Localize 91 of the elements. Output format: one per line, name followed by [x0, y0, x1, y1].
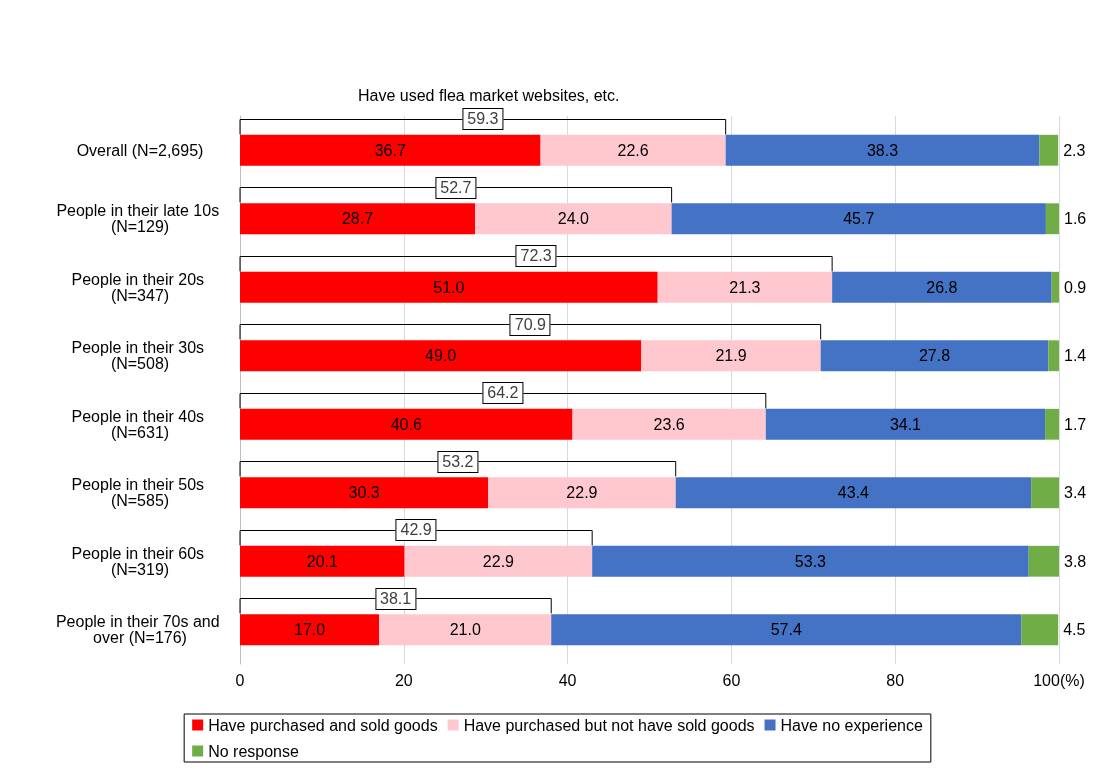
data-label: 53.3: [794, 552, 827, 570]
y-tick-label: People in their late 10s (N=129): [56, 202, 224, 236]
bar: [404, 545, 593, 577]
data-label: 21.3: [729, 278, 761, 296]
y-tick-label: Overall (N=2,695): [76, 141, 204, 159]
bar: [675, 477, 1032, 509]
bar: [379, 614, 552, 646]
data-label: 4.5: [1063, 621, 1086, 639]
bar: [572, 408, 766, 440]
data-label: 34.1: [889, 415, 922, 433]
annotation: 38.1: [375, 587, 417, 610]
data-label: 0.9: [1064, 278, 1087, 296]
bar: [240, 134, 541, 166]
annotation: 72.3: [515, 245, 557, 268]
text: Have used flea market websites, etc.: [358, 86, 620, 104]
data-label: 23.6: [653, 415, 685, 433]
y-tick-label: People in their 40s (N=631): [71, 407, 209, 441]
x-tick-label: 20: [394, 671, 413, 689]
data-label: 20.1: [306, 552, 338, 570]
bar: [240, 614, 380, 646]
bar: [551, 614, 1022, 646]
legend-label: Have no experience: [780, 716, 923, 734]
data-label: 22.9: [482, 552, 515, 570]
data-label: 17.0: [294, 621, 326, 639]
data-label: 57.4: [770, 621, 802, 639]
bar: [1045, 203, 1059, 235]
data-label: 27.8: [918, 347, 951, 365]
bar: [1031, 477, 1059, 509]
bar: [1028, 545, 1059, 577]
x-tick-label: 40: [558, 671, 577, 689]
bar: [592, 545, 1029, 577]
data-label: 24.0: [557, 210, 589, 228]
data-label: 49.0: [425, 347, 457, 365]
bar: [488, 477, 676, 509]
data-label: 26.8: [926, 278, 958, 296]
bar: [240, 545, 405, 577]
bar: [240, 203, 476, 235]
data-label: 38.3: [866, 141, 899, 159]
bar: [765, 408, 1046, 440]
bar: [641, 340, 821, 372]
legend-label: Have purchased but not have sold goods: [463, 716, 755, 734]
bar: [820, 340, 1049, 372]
legend-label: Have purchased and sold goods: [208, 716, 438, 734]
data-label: 51.0: [433, 278, 465, 296]
bar: [1039, 134, 1059, 166]
bar: [1021, 614, 1059, 646]
data-label: 40.6: [390, 415, 422, 433]
data-label: 28.7: [341, 210, 374, 228]
bar: [832, 271, 1052, 303]
bar: [1048, 340, 1059, 372]
annotation: 64.2: [482, 382, 524, 405]
bar: [1051, 271, 1059, 303]
bar: [240, 340, 642, 372]
bar: [725, 134, 1040, 166]
data-label: 3.4: [1064, 484, 1087, 502]
x-tick-label: 80: [886, 671, 905, 689]
annotation: 53.2: [437, 450, 479, 473]
data-label: 1.4: [1064, 347, 1087, 365]
annotation: 42.9: [395, 519, 437, 542]
bar: [671, 203, 1046, 235]
data-label: 1.7: [1064, 415, 1087, 433]
y-tick-label: People in their 70s and over (N=176): [55, 613, 225, 647]
bar: [240, 271, 658, 303]
bar: [1045, 408, 1059, 440]
bar: [240, 477, 489, 509]
data-label: 22.9: [566, 484, 598, 502]
legend-label: No response: [208, 742, 299, 760]
data-label: 30.3: [348, 484, 380, 502]
bar: [657, 271, 833, 303]
data-label: 1.6: [1064, 210, 1087, 228]
bar: [540, 134, 726, 166]
y-tick-label: People in their 30s (N=508): [71, 339, 209, 373]
bar: [240, 408, 573, 440]
data-label: 43.4: [837, 484, 870, 502]
annotation: 52.7: [435, 176, 477, 199]
data-label: 21.9: [715, 347, 747, 365]
annotation: 70.9: [509, 313, 551, 336]
data-label: 21.0: [449, 621, 481, 639]
data-label: 36.7: [374, 141, 406, 159]
data-label: 45.7: [843, 210, 875, 228]
bar: [475, 203, 672, 235]
data-label: 2.3: [1063, 141, 1086, 159]
annotation: 59.3: [462, 108, 504, 131]
x-tick-label: 100(%): [1033, 671, 1085, 689]
x-tick-label: 60: [722, 671, 741, 689]
data-label: 3.8: [1064, 552, 1087, 570]
y-tick-label: People in their 60s (N=319): [71, 544, 209, 578]
y-tick-label: People in their 50s (N=585): [71, 476, 209, 510]
y-tick-label: People in their 20s (N=347): [71, 270, 209, 304]
x-tick-label: 0: [235, 671, 245, 689]
data-label: 22.6: [617, 141, 649, 159]
